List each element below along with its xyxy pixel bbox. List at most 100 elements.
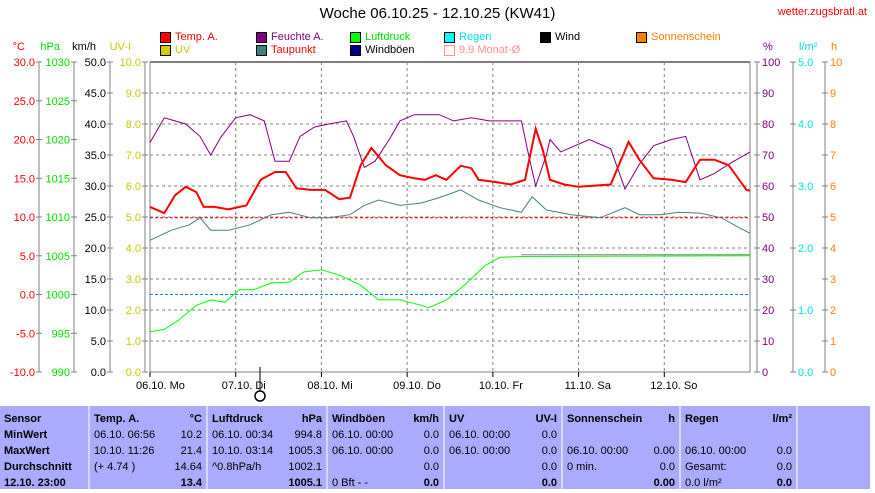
x-tick-label: 06.10. Mo <box>136 380 185 392</box>
legend-swatch <box>160 31 171 43</box>
y-tick-label: 25.0 <box>14 96 35 108</box>
stats-row: Sonnenschein h <box>567 413 675 429</box>
x-tick-label: 11.10. Sa <box>565 380 612 392</box>
axis-unit-label: km/h <box>72 41 96 53</box>
stats-label: Regen <box>685 413 719 425</box>
y-tick-label: 25.0 <box>85 212 106 224</box>
y-tick-label: 10.0 <box>14 212 35 224</box>
series-line-luftdruck <box>149 255 751 333</box>
y-tick-label: 10.0 <box>85 305 106 317</box>
legend-item: UV <box>160 44 190 56</box>
stats-label: ^0.8hPa/h <box>212 461 262 473</box>
legend-label: Taupunkt <box>271 44 316 56</box>
stats-value: 10.2 <box>180 429 202 441</box>
y-tick-label: 0.0 <box>20 290 35 302</box>
stats-row: 13.4 <box>94 477 202 493</box>
stats-value: 994.8 <box>294 429 322 441</box>
stats-value: 0.0 <box>423 477 439 489</box>
stats-value: 0.00 <box>653 477 675 489</box>
stats-value: 21.4 <box>180 445 202 457</box>
stats-value: 0.0 <box>776 477 792 489</box>
stats-value: 1005.1 <box>288 477 322 489</box>
y-tick-label: 995 <box>52 328 70 340</box>
stats-value: km/h <box>413 413 439 425</box>
y-tick-label: 6 <box>830 181 836 193</box>
y-tick-label: 30 <box>762 274 774 286</box>
stats-row: 0.0 <box>449 461 557 477</box>
stats-label: 06.10. 00:00 <box>332 429 394 441</box>
chart-title: Woche 06.10.25 - 12.10.25 (KW41) <box>319 5 556 22</box>
legend-swatch <box>444 44 455 56</box>
stats-row: (+ 4.74 ) 14.64 <box>94 461 202 477</box>
stats-row: 0.0 l/m² 0.0 <box>685 477 792 493</box>
stats-value: 0.0 <box>423 429 439 441</box>
y-tick-label: 60 <box>762 181 774 193</box>
legend-item: Windböen <box>350 44 415 56</box>
y-tick-label: 0 <box>762 367 768 379</box>
site-link[interactable]: wetter.zugsbratl.at <box>777 6 867 18</box>
stats-row: ^0.8hPa/h 1002.1 <box>212 461 322 477</box>
stats-column: Temp. A. °C 06.10. 06:56 10.2 10.10. 11:26 21… <box>88 406 208 489</box>
stats-column: Windböen km/h 06.10. 00:00 0.0 06.10. 00:00 0… <box>326 406 445 489</box>
stats-row: Windböen km/h <box>332 413 439 429</box>
stats-row: 0.0 <box>332 461 439 477</box>
stats-row: UV UV-I <box>449 413 557 429</box>
y-tick-label: 0.0 <box>798 367 813 379</box>
y-tick-label: 3.0 <box>126 274 141 286</box>
y-tick-label: 3.0 <box>798 181 813 193</box>
stats-row: 06.10. 00:34 994.8 <box>212 429 322 445</box>
y-tick-label: 8 <box>830 119 836 131</box>
legend-item: 9.9 Monat-Ø <box>444 44 520 56</box>
stats-row: 0 Bft - - 0.0 <box>332 477 439 493</box>
stats-column: Luftdruck hPa 06.10. 00:34 994.8 10.10. 03:1… <box>206 406 328 489</box>
y-tick-label: 1030 <box>46 57 70 69</box>
stats-label: MaxWert <box>4 445 50 457</box>
stats-label: 10.10. 03:14 <box>212 445 274 457</box>
time-marker-handle[interactable] <box>254 390 266 402</box>
y-tick-label: 0 <box>830 367 836 379</box>
legend-item: Luftdruck <box>350 31 410 43</box>
stats-value: 0.0 <box>659 461 675 473</box>
y-tick-label: 4.0 <box>126 243 141 255</box>
stats-column: Sonnenschein h 06.10. 00:00 0.00 0 min. 0.0 0.… <box>561 406 681 489</box>
stats-row: 0.00 <box>567 477 675 493</box>
stats-value: 14.64 <box>174 461 202 473</box>
stats-value: 0.00 <box>653 445 675 457</box>
y-tick-label: 20 <box>762 305 774 317</box>
stats-value: 0.0 <box>776 445 792 457</box>
stats-value: 0.0 <box>541 477 557 489</box>
series-line-taupunkt <box>149 189 751 241</box>
stats-value: 13.4 <box>180 477 202 489</box>
y-tick-label: 5.0 <box>91 336 106 348</box>
stats-row: 0 min. 0.0 <box>567 461 675 477</box>
stats-label: Luftdruck <box>212 413 263 425</box>
stats-row: 1005.1 <box>212 477 322 493</box>
stats-row: 06.10. 00:00 0.0 <box>685 445 792 461</box>
y-tick-label: 8.0 <box>126 119 141 131</box>
legend-label: Temp. A. <box>175 31 218 43</box>
y-tick-label: 15.0 <box>14 173 35 185</box>
stats-row <box>685 429 792 445</box>
stats-label: 06.10. 00:00 <box>567 445 629 457</box>
y-tick-label: 5.0 <box>126 212 141 224</box>
stats-row: MinWert <box>4 429 82 445</box>
stats-row: 06.10. 00:00 0.00 <box>567 445 675 461</box>
x-tick-label: 10.10. Fr <box>479 380 523 392</box>
y-tick-label: 20.0 <box>85 243 106 255</box>
stats-value: 0.0 <box>776 461 792 473</box>
y-tick-label: 1 <box>830 336 836 348</box>
y-tick-label: 80 <box>762 119 774 131</box>
stats-label: Sonnenschein <box>567 413 643 425</box>
stats-row: Durchschnitt <box>4 461 82 477</box>
legend-swatch <box>350 31 361 43</box>
stats-value: °C <box>189 413 202 425</box>
stats-row: 12.10. 23:00 <box>4 477 82 493</box>
y-tick-label: -5.0 <box>16 328 35 340</box>
stats-row: 10.10. 11:26 21.4 <box>94 445 202 461</box>
y-tick-label: 0.0 <box>126 367 141 379</box>
legend-swatch <box>444 31 455 43</box>
stats-row: 06.10. 00:00 0.0 <box>449 445 557 461</box>
legend-label: Feuchte A. <box>271 31 324 43</box>
stats-column: Sensor MinWert MaxWert Durchschnitt 12.10. 2… <box>0 406 88 489</box>
stats-label: (+ 4.74 ) <box>94 461 136 473</box>
